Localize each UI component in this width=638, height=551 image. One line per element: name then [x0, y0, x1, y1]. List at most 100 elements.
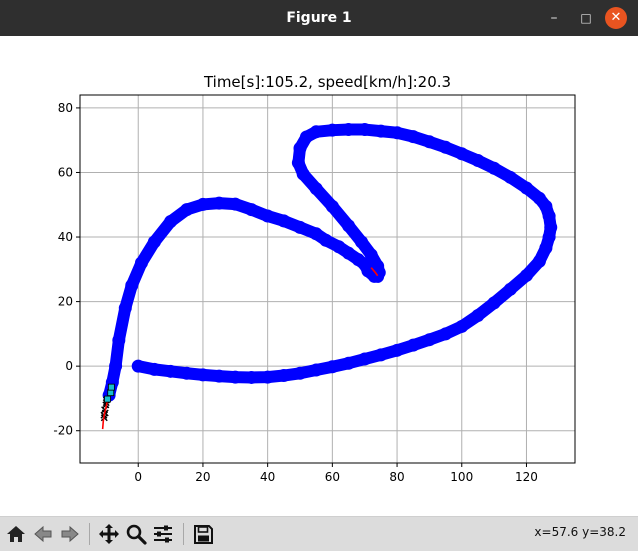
plot-series [100, 123, 558, 430]
trajectory-point [364, 248, 378, 262]
trajectory-point [455, 319, 469, 333]
trajectory-point [358, 123, 372, 137]
grid-lines [80, 95, 575, 463]
trajectory-point [309, 182, 323, 196]
trajectory-point [261, 370, 275, 384]
cursor-coordinates: x=57.6 y=38.2 [534, 525, 626, 539]
trajectory-point [471, 308, 485, 322]
y-tick-label: 0 [65, 359, 73, 373]
trajectory-path [103, 123, 557, 402]
trajectory-point [358, 352, 372, 366]
trajectory-point [180, 203, 194, 217]
trajectory-point [532, 254, 546, 268]
trajectory-point [325, 360, 339, 374]
trajectory-point [164, 364, 178, 378]
trajectory-point [125, 278, 139, 292]
minimize-button[interactable]: – [550, 10, 558, 26]
trajectory-point [422, 135, 436, 149]
window-title: Figure 1 [286, 10, 352, 26]
trajectory-point [406, 338, 420, 352]
save-button[interactable] [191, 522, 215, 546]
home-button[interactable] [4, 522, 28, 546]
forward-icon [61, 525, 79, 543]
trajectory-point [374, 348, 388, 362]
trajectory-point [439, 327, 453, 341]
configure-subplots-icon [154, 525, 172, 543]
trajectory-point [519, 181, 533, 195]
trajectory-point [293, 220, 307, 234]
trajectory-point [342, 356, 356, 370]
trajectory-point [134, 256, 148, 270]
trajectory-point [542, 230, 556, 244]
vehicle-marker [107, 383, 115, 391]
trajectory-point [212, 369, 226, 383]
target-course-line [101, 399, 109, 430]
axes-frame [79, 94, 576, 464]
forward-button[interactable] [58, 522, 82, 546]
trajectory-point [212, 196, 226, 210]
x-tick-label: 120 [515, 470, 538, 484]
pan-button[interactable] [97, 522, 121, 546]
trajectory-point [309, 125, 323, 139]
toolbar-separator [183, 523, 184, 545]
trajectory-point [342, 219, 356, 233]
figure-canvas[interactable]: 0 20 40 60 80 100 120 -20 0 20 40 60 80 Time[s]:105.… [0, 36, 638, 516]
back-button[interactable] [31, 522, 55, 546]
trajectory-point [147, 362, 161, 376]
trajectory-point [277, 369, 291, 383]
trajectory-point [164, 215, 178, 229]
trajectory-point [325, 199, 339, 213]
trajectory-point [261, 209, 275, 223]
trajectory-point [291, 156, 305, 170]
y-tick-label: 40 [58, 230, 73, 244]
trajectory-point [180, 366, 194, 380]
trajectory-point [439, 140, 453, 154]
trajectory-point [325, 123, 339, 137]
save-icon [194, 525, 213, 544]
trajectory-point [196, 368, 210, 382]
trajectory-point [471, 154, 485, 168]
axis-ticks: 0 20 40 60 80 100 120 -20 0 20 40 60 80 [53, 101, 538, 484]
trajectory-point [244, 370, 258, 384]
trajectory-point [293, 141, 307, 155]
y-tick-label: 80 [58, 101, 73, 115]
trajectory-point [342, 123, 356, 137]
trajectory-point [354, 235, 368, 249]
x-tick-label: 40 [260, 470, 275, 484]
zoom-button[interactable] [124, 522, 148, 546]
trajectory-point [532, 191, 546, 205]
trajectory-point [228, 370, 242, 384]
y-tick-label: -20 [53, 424, 73, 438]
trajectory-point [228, 197, 242, 211]
zoom-icon [126, 524, 147, 545]
back-icon [34, 525, 52, 543]
pan-icon [99, 524, 119, 544]
trajectory-point [406, 130, 420, 144]
x-tick-label: 20 [195, 470, 210, 484]
x-tick-label: 60 [325, 470, 340, 484]
trajectory-point [539, 241, 553, 255]
trajectory-point [299, 130, 313, 144]
target-course-line [370, 267, 379, 277]
trajectory-point [293, 366, 307, 380]
trajectory-point [332, 240, 346, 254]
trajectory-point [196, 197, 210, 211]
trajectory-point [296, 167, 310, 181]
close-button[interactable]: ✕ [605, 7, 627, 29]
x-tick-label: 80 [389, 470, 404, 484]
maximize-button[interactable]: □ [580, 11, 592, 25]
configure-subplots-button[interactable] [151, 522, 175, 546]
navigation-toolbar: x=57.6 y=38.2 [0, 516, 638, 551]
home-icon [7, 526, 25, 542]
x-tick-label: 0 [134, 470, 142, 484]
trajectory-point [390, 126, 404, 140]
trajectory-point [390, 343, 404, 357]
trajectory-point [112, 333, 126, 347]
trajectory-point [147, 235, 161, 249]
trajectory-point [118, 301, 132, 315]
trajectory-point [342, 246, 356, 260]
trajectory-point [487, 161, 501, 175]
trajectory-point [109, 359, 123, 373]
plot-svg[interactable]: 0 20 40 60 80 100 120 -20 0 20 40 60 80 Time[s]:105.… [0, 36, 638, 516]
x-tick-label: 100 [450, 470, 473, 484]
